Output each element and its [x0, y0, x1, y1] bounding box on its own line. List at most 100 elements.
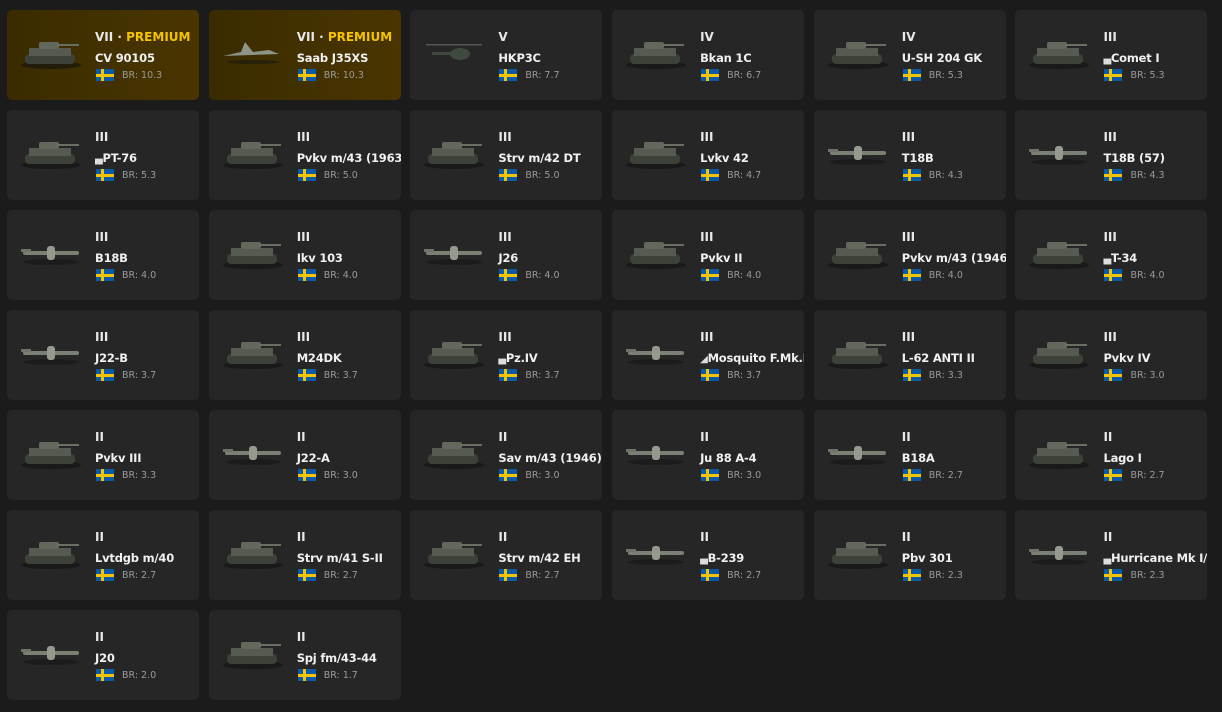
vehicle-card[interactable]: VII · PREMIUM Saab J35XS BR: 10.3: [208, 10, 401, 100]
vehicle-name-text: Hurricane Mk I/L: [1110, 551, 1208, 565]
vehicle-card[interactable]: III M24DK BR: 3.7: [208, 310, 401, 400]
vehicle-card[interactable]: III ▄PT-76 BR: 5.3: [7, 110, 199, 200]
vehicle-card[interactable]: III ▄T-34 BR: 4.0: [1015, 210, 1208, 300]
vehicle-card[interactable]: II J20 BR: 2.0: [7, 610, 199, 700]
vehicle-card[interactable]: III T18B (57) BR: 4.3: [1015, 110, 1208, 200]
sweden-flag-icon: [1104, 69, 1123, 81]
sweden-flag-icon: [1104, 169, 1123, 181]
vehicle-tier: III: [902, 330, 915, 344]
vehicle-card[interactable]: II Pbv 301 BR: 2.3: [813, 510, 1006, 600]
vehicle-card[interactable]: III ▄Pz.IV BR: 3.7: [410, 310, 603, 400]
vehicle-card[interactable]: IV Bkan 1C BR: 6.7: [612, 10, 805, 100]
vehicle-card[interactable]: II Strv m/42 EH BR: 2.7: [410, 510, 603, 600]
br-prefix: BR:: [323, 570, 343, 581]
battle-rating: BR: 4.7: [727, 170, 761, 181]
vehicle-card[interactable]: III J26 BR: 4.0: [410, 210, 603, 300]
tier-label: IV: [700, 30, 714, 44]
vehicle-card[interactable]: III Ikv 103 BR: 4.0: [208, 210, 401, 300]
tank-icon: [420, 332, 488, 372]
vehicle-card[interactable]: V HKP3C BR: 7.7: [410, 10, 603, 100]
vehicle-card[interactable]: III Pvkv II BR: 4.0: [612, 210, 805, 300]
tier-label: III: [901, 130, 916, 144]
br-value: 3.7: [141, 370, 157, 381]
tier-label: II: [1103, 430, 1113, 444]
tank-icon: [1025, 332, 1093, 372]
vehicle-card[interactable]: II ▄B-239 BR: 2.7: [612, 510, 805, 600]
vehicle-card[interactable]: III Pvkv IV BR: 3.0: [1015, 310, 1208, 400]
tier-label: II: [498, 530, 508, 544]
vehicle-card[interactable]: III J22-B BR: 3.7: [7, 310, 199, 400]
battle-rating: BR: 2.0: [122, 670, 156, 681]
vehicle-card[interactable]: III Pvkv m/43 (1946) BR: 4.0: [813, 210, 1006, 300]
vehicle-card[interactable]: III L-62 ANTI II BR: 3.3: [813, 310, 1006, 400]
tank-icon: [17, 432, 85, 472]
vehicle-card[interactable]: III Pvkv m/43 (1963) BR: 5.0: [208, 110, 401, 200]
tank-icon: [219, 532, 287, 572]
br-prefix: BR:: [323, 270, 343, 281]
vehicle-tier: II: [297, 630, 306, 644]
battle-rating: BR: 2.7: [727, 570, 761, 581]
vehicle-card[interactable]: III Lvkv 42 BR: 4.7: [612, 110, 805, 200]
plane-icon: [219, 432, 287, 472]
vehicle-name: CV 90105: [95, 51, 155, 65]
vehicle-tier: II: [498, 430, 507, 444]
vehicle-name: Bkan 1C: [700, 51, 752, 65]
vehicle-tier: III: [700, 330, 713, 344]
vehicle-card[interactable]: III ◢Mosquito F.Mk.I BR: 3.7: [612, 310, 805, 400]
vehicle-name-text: CV 90105: [95, 51, 155, 65]
vehicle-name: ▄Pz.IV: [498, 351, 537, 365]
vehicle-card[interactable]: II ▄Hurricane Mk I/L BR: 2.3: [1015, 510, 1208, 600]
br-value: 5.3: [1149, 70, 1165, 81]
battle-rating: BR: 3.0: [525, 470, 559, 481]
sweden-flag-icon: [96, 469, 114, 481]
vehicle-name-text: Lago I: [1103, 451, 1142, 465]
vehicle-card[interactable]: II Sav m/43 (1946) BR: 3.0: [410, 410, 603, 500]
vehicle-card[interactable]: III B18B BR: 4.0: [7, 210, 199, 300]
battle-rating: BR: 5.0: [324, 170, 358, 181]
vehicle-tier: II: [498, 530, 507, 544]
sweden-flag-icon: [701, 569, 720, 581]
tank-icon: [219, 332, 287, 372]
vehicle-card[interactable]: III Strv m/42 DT BR: 5.0: [410, 110, 603, 200]
br-value: 3.7: [342, 370, 358, 381]
vehicle-name-text: Mosquito F.Mk.I: [707, 351, 805, 365]
vehicle-card[interactable]: III ▄Comet I BR: 5.3: [1015, 10, 1208, 100]
br-prefix: BR:: [525, 170, 545, 181]
vehicle-card[interactable]: II Spj fm/43-44 BR: 1.7: [208, 610, 401, 700]
sweden-flag-icon: [701, 69, 720, 81]
br-value: 4.0: [544, 270, 560, 281]
vehicle-card[interactable]: II Ju 88 A-4 BR: 3.0: [612, 410, 805, 500]
vehicle-card[interactable]: II Pvkv III BR: 3.3: [7, 410, 199, 500]
br-value: 3.7: [746, 370, 762, 381]
vehicle-card[interactable]: III T18B BR: 4.3: [813, 110, 1006, 200]
tier-label: II: [95, 630, 104, 644]
tier-label: III: [1103, 330, 1117, 344]
br-prefix: BR:: [323, 370, 343, 381]
vehicle-card[interactable]: II B18A BR: 2.7: [813, 410, 1006, 500]
vehicle-name-text: Sav m/43 (1946): [498, 451, 602, 465]
battle-rating: BR: 3.7: [324, 370, 358, 381]
vehicle-card[interactable]: II Strv m/41 S-II BR: 2.7: [208, 510, 401, 600]
br-prefix: BR:: [525, 270, 545, 281]
br-value: 4.0: [342, 270, 358, 281]
sweden-flag-icon: [297, 569, 316, 581]
vehicle-card[interactable]: II J22-A BR: 3.0: [208, 410, 401, 500]
br-value: 5.0: [342, 170, 358, 181]
vehicle-card[interactable]: IV U-SH 204 GK BR: 5.3: [813, 10, 1006, 100]
tier-label: II: [296, 530, 306, 544]
vehicle-name-text: Ikv 103: [296, 251, 343, 265]
tier-label: III: [498, 330, 512, 344]
vehicle-name: Ikv 103: [297, 251, 343, 265]
sweden-flag-icon: [297, 69, 316, 81]
vehicle-name: Strv m/42 DT: [498, 151, 580, 165]
br-prefix: BR:: [1130, 570, 1150, 581]
vehicle-card[interactable]: II Lvtdgb m/40 BR: 2.7: [7, 510, 199, 600]
vehicle-card[interactable]: VII · PREMIUM CV 90105 BR: 10.3: [7, 10, 199, 100]
battle-rating: BR: 2.7: [324, 570, 358, 581]
tank-icon: [824, 332, 892, 372]
vehicle-card[interactable]: II Lago I BR: 2.7: [1015, 410, 1208, 500]
vehicle-tier: III: [700, 130, 713, 144]
vehicle-name: Lvtdgb m/40: [95, 551, 174, 565]
tank-icon: [17, 532, 85, 572]
br-prefix: BR:: [122, 270, 142, 281]
